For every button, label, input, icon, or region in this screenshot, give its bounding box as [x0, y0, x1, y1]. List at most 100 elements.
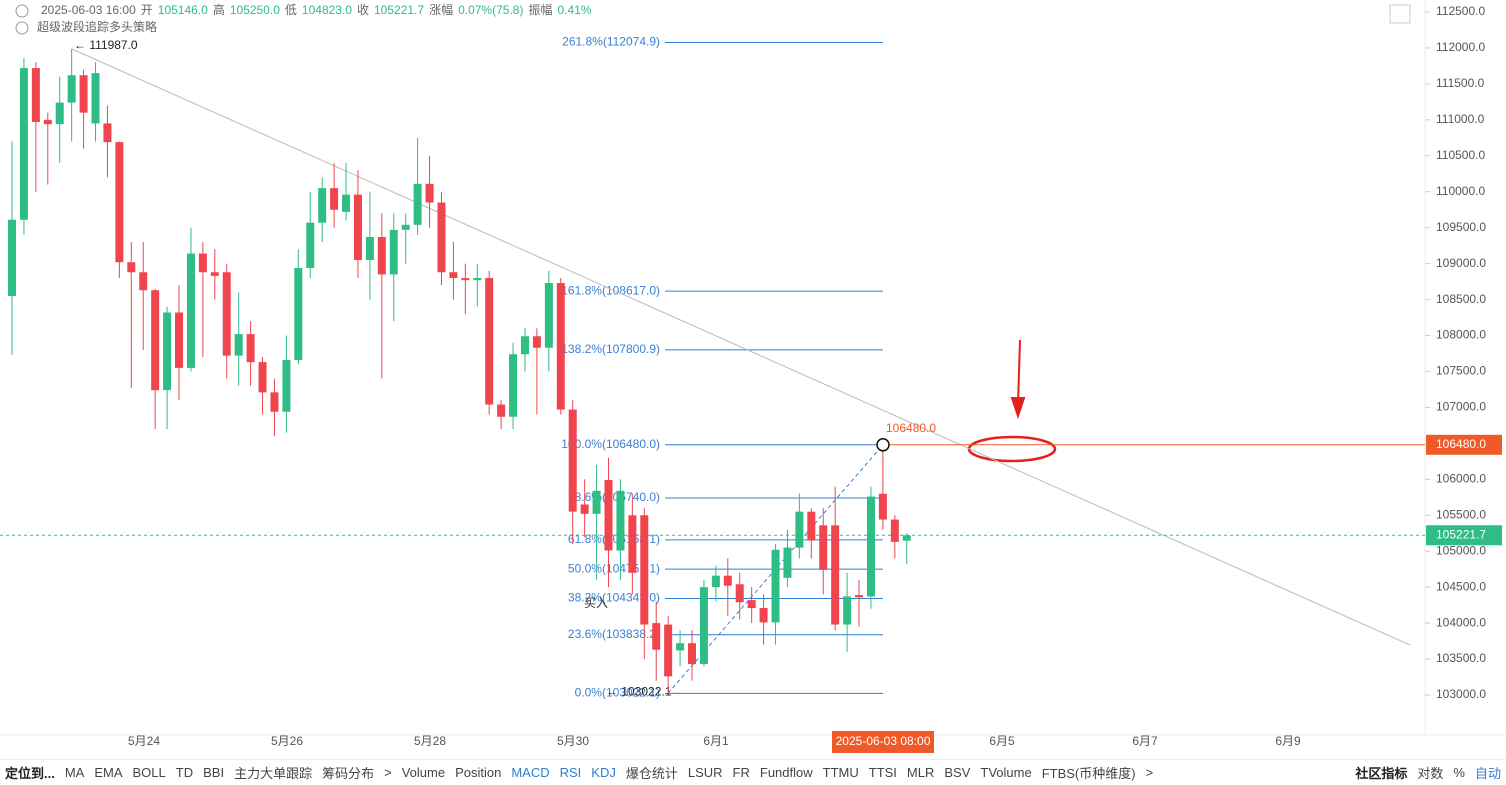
toolbar-item[interactable]: BSV — [944, 765, 971, 780]
header-field: 低 — [285, 3, 297, 17]
candle-body — [485, 278, 494, 405]
candle-body — [79, 75, 88, 113]
candle-body — [556, 283, 565, 410]
candle-body — [604, 480, 613, 551]
candle-body — [151, 290, 160, 391]
candle-body — [831, 525, 840, 625]
candle-body — [234, 334, 243, 356]
toolbar-item[interactable]: 主力大单跟踪 — [234, 766, 313, 781]
fib-label: 78.6%(105740.0) — [568, 490, 660, 504]
toolbar-item[interactable]: FR — [732, 765, 750, 780]
toolbar-item[interactable]: FTBS(币种维度) — [1041, 766, 1136, 781]
toolbar-item[interactable]: 对数 — [1417, 766, 1444, 781]
candle-body — [592, 490, 601, 514]
candle-body — [652, 623, 661, 650]
x-tick-label: 6月1 — [703, 734, 729, 748]
candle-body — [270, 392, 279, 412]
toolbar-item[interactable]: 筹码分布 — [322, 766, 375, 781]
y-tick-label: 112500.0 — [1436, 4, 1485, 18]
toolbar-item[interactable]: MACD — [511, 765, 550, 780]
y-tick-label: 103000.0 — [1436, 687, 1486, 701]
candle-body — [330, 188, 339, 210]
candle-body — [866, 496, 875, 597]
candle-body — [759, 608, 768, 623]
fib-label: 50.0%(104751.1) — [568, 561, 660, 575]
candle-body — [676, 643, 685, 651]
y-tick-label: 109000.0 — [1436, 256, 1486, 270]
candle-body — [210, 272, 219, 276]
candle-body — [175, 312, 184, 368]
expand-button[interactable] — [1389, 4, 1411, 24]
toolbar-item[interactable]: TD — [175, 765, 194, 780]
x-tick-label: 5月26 — [271, 734, 303, 748]
toolbar-item[interactable]: EMA — [94, 765, 123, 780]
y-tick-label: 104000.0 — [1436, 615, 1486, 629]
toolbar-item[interactable]: > — [384, 765, 392, 780]
header-field: 105250.0 — [230, 3, 280, 17]
toolbar-item[interactable]: Volume — [401, 765, 446, 780]
cursor-tag-text: 2025-06-03 08:00 — [836, 734, 931, 748]
x-tick-label: 6月9 — [1275, 734, 1301, 748]
y-tick-label: 104500.0 — [1436, 579, 1486, 593]
candle-body — [688, 643, 697, 665]
toolbar-item[interactable]: Position — [455, 765, 502, 780]
toolbar-item[interactable]: BOLL — [132, 765, 166, 780]
fib-label: 161.8%(108617.0) — [561, 283, 660, 297]
candle-body — [365, 237, 374, 261]
toolbar-item[interactable]: % — [1453, 765, 1465, 780]
toolbar-item[interactable]: RSI — [559, 765, 582, 780]
candle-body — [222, 272, 231, 356]
candle-body — [807, 511, 816, 541]
candle-body — [723, 575, 732, 586]
candle-body — [31, 68, 40, 122]
level-tag — [1426, 434, 1502, 455]
candle-body — [43, 119, 52, 125]
header-field: 0.41% — [557, 3, 591, 17]
toolbar-item[interactable]: 定位到... — [5, 766, 55, 781]
y-tick-label: 110000.0 — [1436, 184, 1485, 198]
fib-label: 100.0%(106480.0) — [561, 437, 660, 451]
candle-body — [520, 336, 529, 355]
toolbar-item[interactable]: Fundflow — [759, 765, 813, 780]
candle-body — [580, 504, 589, 514]
candle-body — [711, 575, 720, 588]
y-tick-label: 108000.0 — [1436, 328, 1486, 342]
collapse-icon — [15, 4, 29, 18]
y-tick-label: 103500.0 — [1436, 651, 1486, 665]
trough-label: ← 103022.1 — [606, 685, 672, 699]
candle-body — [91, 73, 100, 124]
y-tick-label: 107500.0 — [1436, 364, 1486, 378]
candle-body — [616, 490, 625, 551]
toolbar-item[interactable]: > — [1145, 765, 1154, 780]
candle-body — [699, 587, 708, 665]
candle-body — [342, 194, 351, 212]
candle-body — [246, 334, 255, 363]
candle-body — [389, 229, 398, 275]
candle-body — [306, 222, 315, 268]
toolbar-item[interactable]: MA — [64, 765, 85, 780]
fib-label: 0.0%(103022.1) — [575, 686, 660, 700]
header-field: 高 — [213, 2, 225, 17]
toolbar-item[interactable]: 社区指标 — [1355, 766, 1408, 781]
toolbar-item[interactable]: 爆仓统计 — [625, 766, 678, 781]
cursor-tag — [832, 731, 934, 753]
fib-label: 261.8%(112074.9) — [562, 35, 660, 49]
arrow — [1010, 339, 1026, 420]
y-tick-label: 111000.0 — [1436, 112, 1485, 126]
candle-body — [532, 336, 541, 348]
toolbar-item[interactable]: MLR — [906, 765, 935, 780]
candle-body — [198, 253, 207, 273]
toolbar-item[interactable]: TTSI — [868, 765, 897, 780]
strategy-name: 超级波段追踪多头策略 — [37, 19, 157, 34]
y-tick-label: 109500.0 — [1436, 220, 1486, 234]
toolbar-item[interactable]: BBI — [203, 765, 225, 780]
candle-body — [628, 515, 637, 573]
toolbar: 定位到... MA EMA BOLL TD BBI 主力大单跟踪 筹码分布 > Volume Pos… — [0, 759, 1506, 785]
header-field: 105221.7 — [374, 3, 424, 17]
toolbar-item[interactable]: LSUR — [687, 765, 723, 780]
toolbar-item[interactable]: TTMU — [822, 765, 859, 780]
toolbar-item[interactable]: TVolume — [980, 765, 1032, 780]
toolbar-item[interactable]: 自动 — [1474, 766, 1501, 781]
toolbar-item[interactable]: KDJ — [591, 765, 616, 780]
last-price-tag — [1426, 525, 1502, 546]
